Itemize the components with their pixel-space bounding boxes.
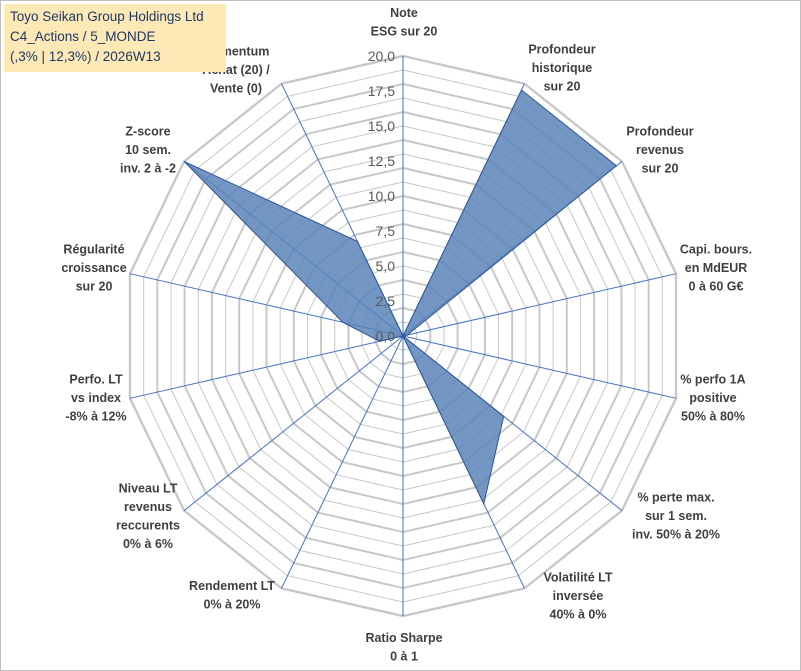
axis-label: Note ESG sur 20 xyxy=(371,6,438,39)
axis-label: Z-score 10 sem. inv. 2 à -2 xyxy=(120,125,176,176)
axis-labels: Note ESG sur 20 Profondeur historique sur 20… xyxy=(61,6,752,664)
axis-label-line: revenus xyxy=(124,500,172,514)
axis-label-line: croissance xyxy=(61,261,126,275)
axis-label-line: Volatilité LT xyxy=(544,571,613,585)
axis-label-line: -8% à 12% xyxy=(65,410,126,424)
title-box: Toyo Seikan Group Holdings Ltd C4_Action… xyxy=(4,4,226,72)
axis-label: Ratio Sharpe 0 à 1 xyxy=(365,631,442,664)
axis-label-line: Rendement LT xyxy=(189,579,275,593)
axis-spoke xyxy=(402,273,677,337)
axis-label: Niveau LT revenus reccurents 0% à 6% xyxy=(116,481,180,551)
axis-label-line: Régularité xyxy=(63,243,124,257)
axis-label-line: positive xyxy=(689,391,736,405)
axis-spoke xyxy=(183,335,404,511)
axis-label: Perfo. LT vs index -8% à 12% xyxy=(65,373,126,424)
axis-label-line: inv. 2 à -2 xyxy=(120,162,176,176)
axis-label-line: Perfo. LT xyxy=(69,373,123,387)
axis-label-line: 40% à 0% xyxy=(550,608,607,622)
axis-label-line: Ratio Sharpe xyxy=(365,631,442,645)
axis-label-line: 10 sem. xyxy=(125,143,171,157)
axis-label-line: Niveau LT xyxy=(119,481,178,495)
title-period: (,3% | 12,3%) / 2026W13 xyxy=(10,49,161,64)
axis-label-line: 50% à 80% xyxy=(681,410,745,424)
axis-label-line: Profondeur xyxy=(626,125,693,139)
axis-label-line: sur 20 xyxy=(642,162,679,176)
axis-label-line: ESG sur 20 xyxy=(371,24,438,38)
axis-label-line: 0% à 20% xyxy=(204,597,261,611)
tick-label: 2,5 xyxy=(376,293,396,309)
axis-label: Rendement LT 0% à 20% xyxy=(189,579,275,612)
axis-label-line: reccurents xyxy=(116,518,180,532)
axis-label-line: vs index xyxy=(71,391,121,405)
axis-spoke xyxy=(129,335,404,399)
axis-label: Profondeur historique sur 20 xyxy=(528,43,595,94)
tick-label: 17,5 xyxy=(368,83,395,99)
series-area xyxy=(183,89,618,506)
axis-label-line: % perfo 1A xyxy=(680,373,745,387)
axis-label-line: % perte max. xyxy=(637,491,714,505)
radial-tick-labels: 0,0 2,5 5,0 7,5 10,0 12,5 15,0 17,5 20,0 xyxy=(368,48,395,344)
axis-label-line: Z-score xyxy=(125,125,170,139)
axis-label: % perfo 1A positive 50% à 80% xyxy=(680,373,745,424)
axis-label-line: en MdEUR xyxy=(685,261,748,275)
axis-label: % perte max. sur 1 sem. inv. 50% à 20% xyxy=(632,491,720,542)
axis-spoke xyxy=(281,335,404,589)
tick-label: 15,0 xyxy=(368,118,395,134)
title-company: Toyo Seikan Group Holdings Ltd xyxy=(10,9,204,24)
tick-label: 20,0 xyxy=(368,48,395,64)
axis-spoke xyxy=(402,335,677,399)
axis-label: Capi. bours. en MdEUR 0 à 60 G€ xyxy=(680,243,752,294)
axis-label: Régularité croissance sur 20 xyxy=(61,243,126,294)
tick-label: 10,0 xyxy=(368,188,395,204)
axis-label-line: Note xyxy=(390,6,418,20)
axis-label-line: 0 à 1 xyxy=(390,649,418,663)
axis-label-line: revenus xyxy=(636,143,684,157)
tick-label: 5,0 xyxy=(376,258,396,274)
axis-label-line: historique xyxy=(532,61,592,75)
axis-label-line: inversée xyxy=(553,589,604,603)
radar-series xyxy=(183,89,618,506)
tick-label: 7,5 xyxy=(376,223,396,239)
axis-label-line: Profondeur xyxy=(528,43,595,57)
axis-label-line: sur 1 sem. xyxy=(645,509,707,523)
axis-label-line: Capi. bours. xyxy=(680,243,752,257)
axis-label-line: 0 à 60 G€ xyxy=(689,280,744,294)
axis-label-line: 0% à 6% xyxy=(123,537,173,551)
axis-label-line: sur 20 xyxy=(76,280,113,294)
axis-label: Profondeur revenus sur 20 xyxy=(626,125,693,176)
title-category: C4_Actions / 5_MONDE xyxy=(10,29,156,44)
axis-label: Volatilité LT inversée 40% à 0% xyxy=(544,571,613,622)
tick-label: 0,0 xyxy=(376,328,396,344)
axis-label-line: sur 20 xyxy=(544,80,581,94)
axis-label-line: inv. 50% à 20% xyxy=(632,528,720,542)
tick-label: 12,5 xyxy=(368,153,395,169)
axis-label-line: Vente (0) xyxy=(210,82,262,96)
